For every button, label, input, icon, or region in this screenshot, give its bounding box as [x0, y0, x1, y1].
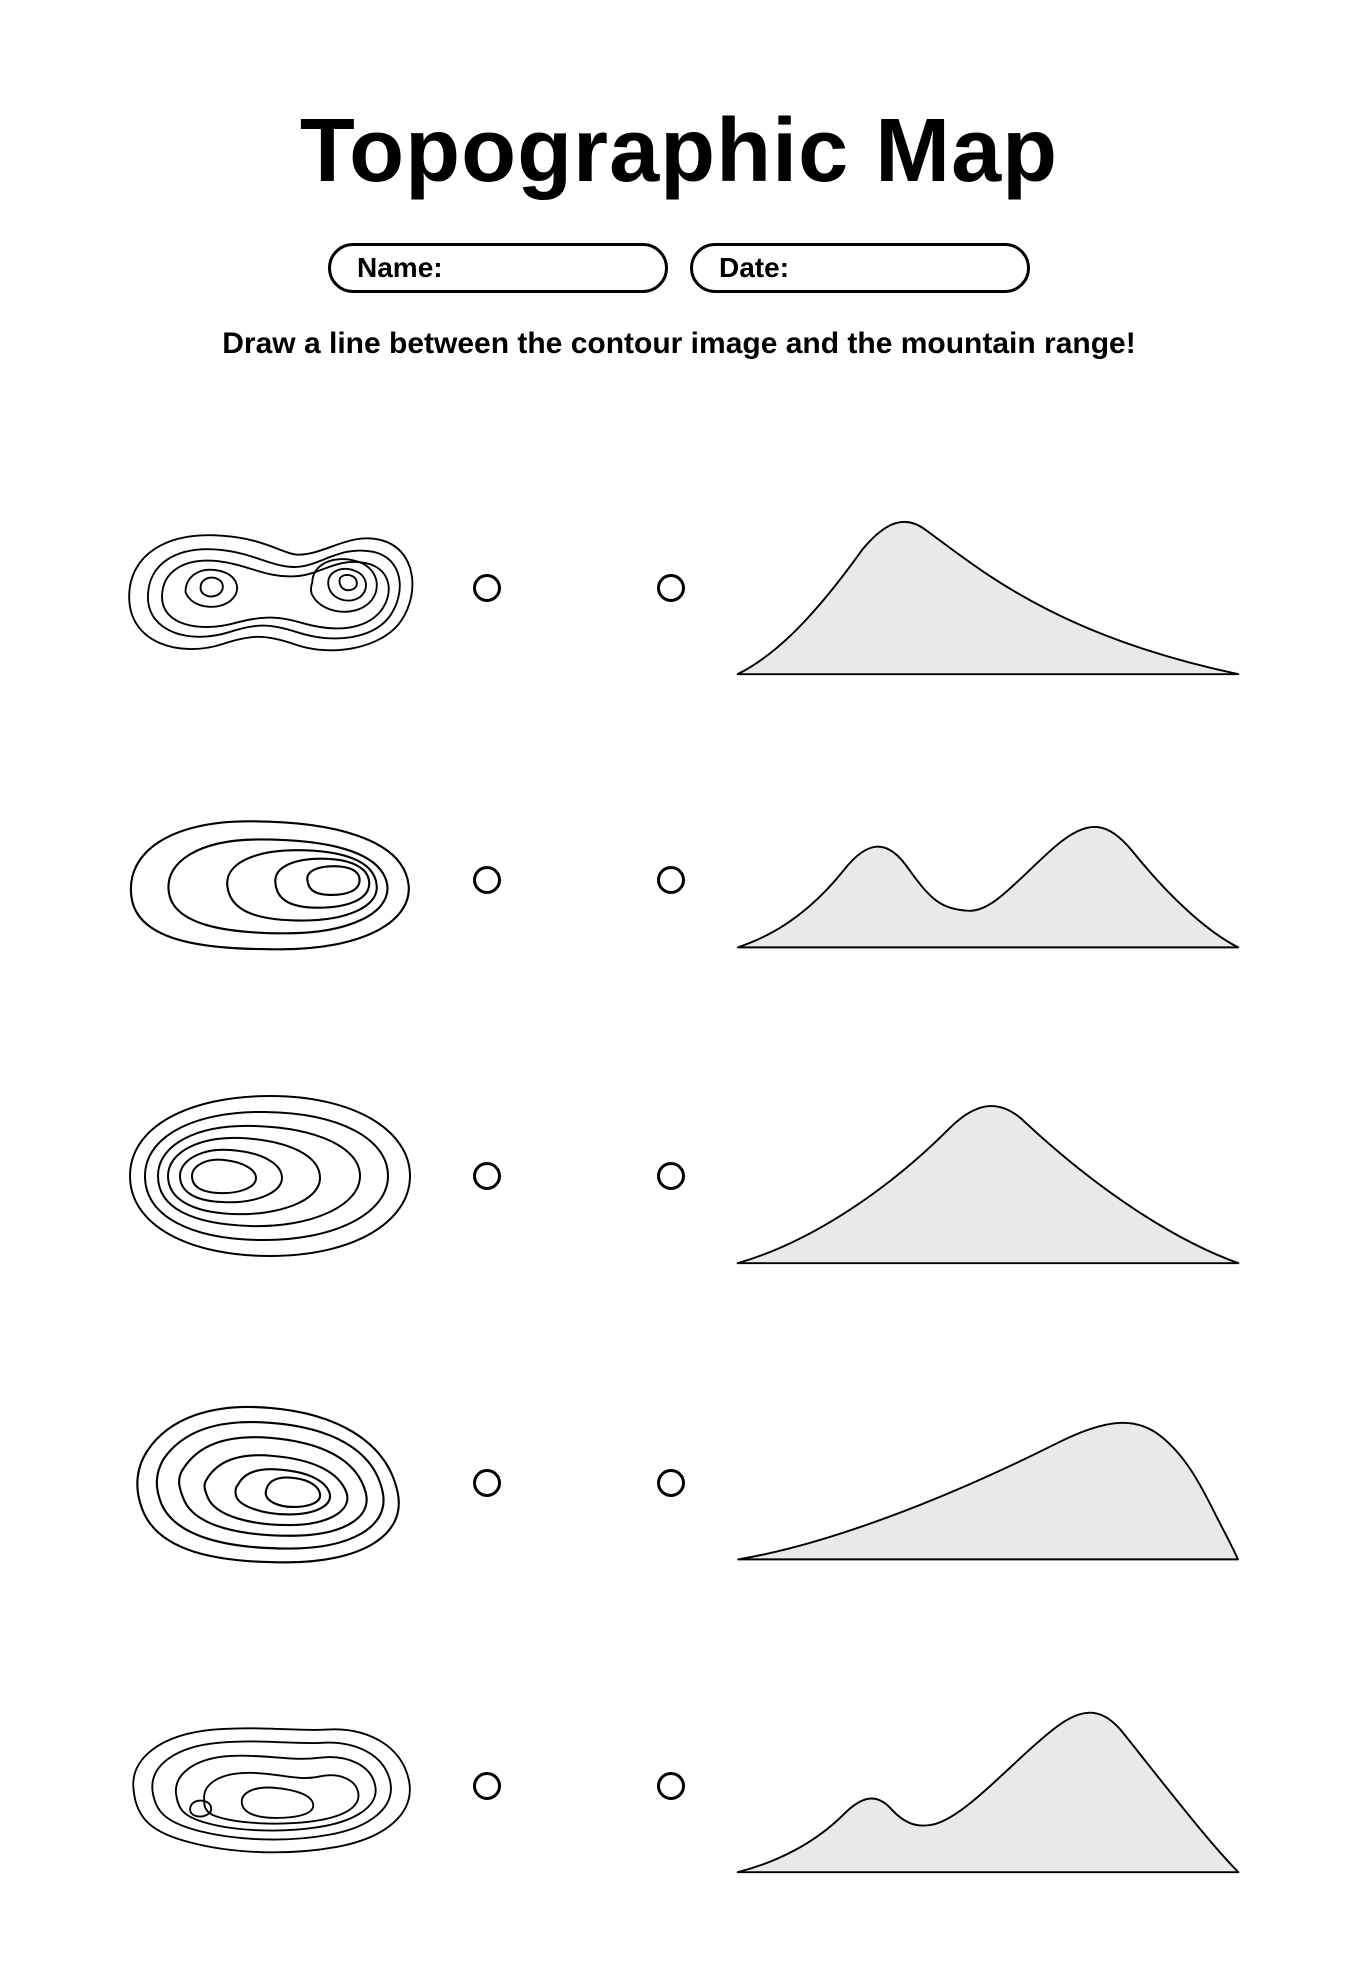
match-row — [100, 491, 1258, 684]
connector-dot-left[interactable] — [473, 1162, 501, 1190]
connector-dot-wrap — [473, 574, 563, 602]
mountain-cell — [718, 1080, 1258, 1273]
connector-dot-wrap — [473, 866, 563, 894]
match-row — [100, 1376, 1258, 1589]
connector-dot-right[interactable] — [657, 866, 685, 894]
fields-row: Name: Date: — [100, 243, 1258, 293]
connector-dot-wrap — [595, 574, 685, 602]
name-field[interactable]: Name: — [328, 243, 668, 293]
irregular-wavy-contour — [110, 1692, 430, 1880]
connector-dot-wrap — [473, 1772, 563, 1800]
date-label: Date: — [719, 252, 789, 283]
connector-dot-left[interactable] — [473, 574, 501, 602]
mountain-cell — [718, 1689, 1258, 1882]
single-peak-centered-broad — [728, 1080, 1248, 1273]
mountain-cell — [718, 491, 1258, 684]
match-row — [100, 1076, 1258, 1276]
instruction-text: Draw a line between the contour image an… — [100, 327, 1258, 361]
contour-cell — [100, 784, 440, 976]
double-peak-contour — [110, 503, 430, 672]
mountain-cell — [718, 803, 1258, 957]
date-field[interactable]: Date: — [690, 243, 1030, 293]
connector-dot-right[interactable] — [657, 1162, 685, 1190]
connector-dot-right[interactable] — [657, 574, 685, 602]
connector-dot-right[interactable] — [657, 1772, 685, 1800]
contour-cell — [100, 1076, 440, 1276]
match-row — [100, 1689, 1258, 1882]
mountain-cell — [718, 1396, 1258, 1569]
offset-peak-contour — [110, 784, 430, 976]
single-peak-skewed-left — [728, 491, 1248, 684]
connector-dot-left[interactable] — [473, 866, 501, 894]
connector-dot-wrap — [595, 1162, 685, 1190]
connector-dot-wrap — [595, 1469, 685, 1497]
contour-cell — [100, 1376, 440, 1589]
gentle-slope-right-peak — [728, 1396, 1248, 1569]
connector-dot-wrap — [595, 1772, 685, 1800]
connector-dot-right[interactable] — [657, 1469, 685, 1497]
connector-dot-wrap — [473, 1469, 563, 1497]
connector-dot-left[interactable] — [473, 1469, 501, 1497]
page-title: Topographic Map — [100, 100, 1258, 203]
contour-cell — [100, 1692, 440, 1880]
contour-cell — [100, 503, 440, 672]
small-big-peak — [728, 1689, 1248, 1882]
match-row — [100, 784, 1258, 976]
connector-dot-left[interactable] — [473, 1772, 501, 1800]
name-label: Name: — [357, 252, 443, 283]
matching-rows — [100, 491, 1258, 1882]
concentric-oval-left-offset — [110, 1076, 430, 1276]
worksheet-page: Topographic Map Name: Date: Draw a line … — [0, 0, 1358, 1962]
connector-dot-wrap — [473, 1162, 563, 1190]
double-peak — [728, 803, 1248, 957]
connector-dot-wrap — [595, 866, 685, 894]
wavy-triangular-contour — [110, 1376, 430, 1589]
